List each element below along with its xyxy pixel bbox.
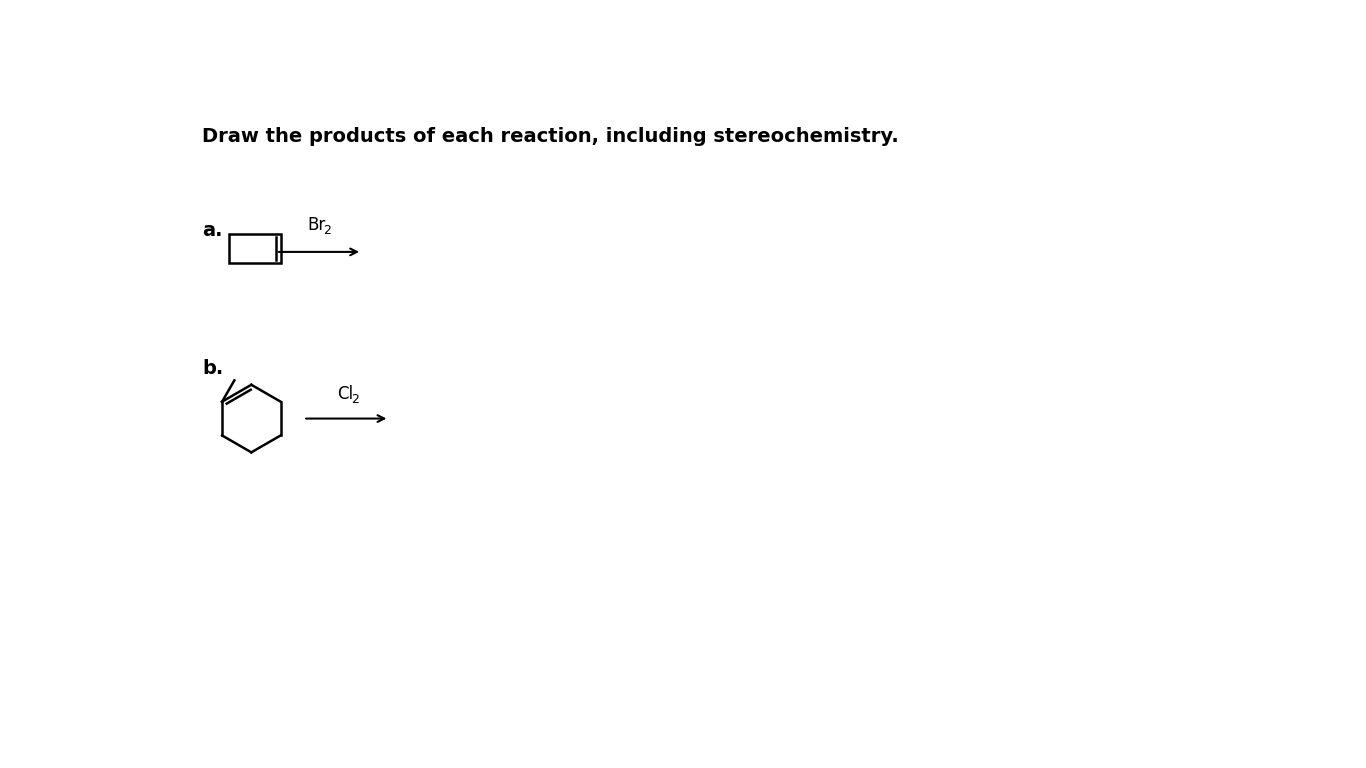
Text: Draw the products of each reaction, including stereochemistry.: Draw the products of each reaction, incl… [202,127,899,146]
Text: a.: a. [202,221,223,240]
Text: Br: Br [307,217,325,234]
Text: Cl: Cl [337,386,354,403]
Text: b.: b. [202,359,224,378]
Text: 2: 2 [324,224,331,237]
Text: 2: 2 [351,393,359,406]
